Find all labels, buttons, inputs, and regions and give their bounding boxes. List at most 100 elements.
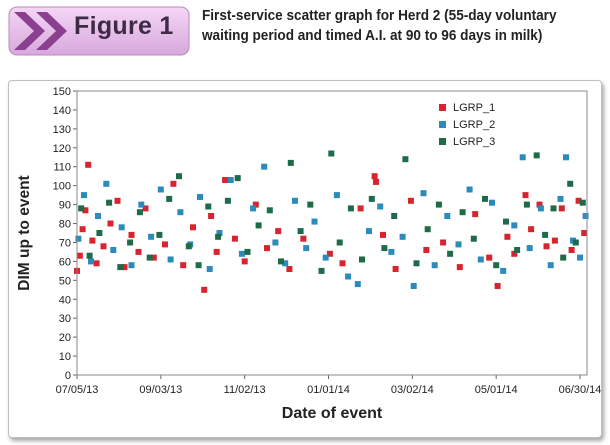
data-point-lgrp-2 [261,163,268,170]
chart-panel: 0 10 20 30 40 50 60 70 80 90 100 110 120 130 140 150 07… [8,80,602,438]
data-point-lgrp-1 [231,235,238,242]
data-point-lgrp-3 [381,245,388,252]
x-axis-title: Date of event [282,405,383,422]
y-tick-label: 20 [59,332,71,344]
data-point-lgrp-1 [551,237,558,244]
data-point-lgrp-2 [489,199,495,206]
data-point-lgrp-2 [138,201,145,208]
legend: LGRP_1 LGRP_2 LGRP_3 [429,95,521,153]
y-tick-label: 60 [59,256,71,268]
data-point-lgrp-2 [311,218,318,225]
data-point-lgrp-1 [339,260,346,267]
data-point-lgrp-3 [328,150,335,157]
y-tick-label: 50 [59,275,71,287]
data-point-lgrp-2 [354,281,361,288]
data-point-lgrp-1 [440,239,447,246]
data-point-lgrp-2 [157,186,164,193]
data-point-lgrp-2 [377,203,384,210]
legend-label: LGRP_1 [453,102,495,114]
data-point-lgrp-3 [391,213,398,219]
data-point-lgrp-3 [424,226,431,233]
y-tick-label: 120 [53,143,71,155]
data-point-lgrp-3 [86,252,93,259]
chevron-icon [14,12,45,50]
data-point-lgrp-1 [222,177,229,183]
data-point-lgrp-1 [93,260,100,267]
data-point-lgrp-1 [208,213,215,219]
data-point-lgrp-1 [121,264,128,271]
data-point-lgrp-1 [107,220,114,227]
data-point-lgrp-2 [103,180,110,187]
legend-label: LGRP_3 [453,136,495,148]
data-point-lgrp-3 [287,159,294,166]
data-point-lgrp-1 [536,201,543,208]
data-point-lgrp-1 [142,205,149,212]
data-point-lgrp-2 [177,209,184,216]
data-point-lgrp-2 [526,245,533,252]
data-point-lgrp-1 [150,254,157,261]
data-point-lgrp-1 [275,228,282,235]
y-tick-label: 70 [59,237,71,249]
data-point-lgrp-3 [205,203,212,210]
data-point-lgrp-2 [303,245,310,252]
data-point-lgrp-1 [213,248,220,255]
data-point-lgrp-3 [572,239,579,246]
data-point-lgrp-2 [577,254,583,261]
data-point-lgrp-3 [493,262,500,269]
data-point-lgrp-2 [582,213,589,219]
x-tick-label: 06/30/14 [559,384,601,396]
figure-header: Figure 1 First-service scatter graph for… [0,0,610,82]
data-point-lgrp-3 [278,258,284,265]
data-point-lgrp-3 [185,243,192,250]
data-point-lgrp-3 [447,250,454,257]
data-point-lgrp-1 [392,266,399,272]
data-point-lgrp-2 [366,228,372,235]
data-point-lgrp-1 [357,205,364,212]
data-point-lgrp-3 [503,218,509,225]
data-point-lgrp-2 [431,262,438,269]
data-point-lgrp-3 [336,239,343,246]
data-point-lgrp-2 [118,224,125,231]
data-point-lgrp-3 [244,248,251,255]
y-axis: 0 10 20 30 40 50 60 70 80 90 100 110 120 130 140 150 [53,86,77,382]
x-tick-label: 05/01/14 [475,384,518,396]
data-point-lgrp-2 [81,192,87,199]
data-point-lgrp-2 [282,260,289,267]
data-point-lgrp-1 [264,245,270,252]
data-point-lgrp-1 [85,161,92,168]
data-point-lgrp-3 [413,260,420,267]
data-point-lgrp-3 [318,267,325,274]
data-point-lgrp-3 [307,201,314,208]
y-tick-label: 90 [59,200,71,212]
data-point-lgrp-1 [135,248,142,255]
data-point-lgrp-1 [568,247,575,253]
data-point-lgrp-3 [156,231,163,238]
data-point-lgrp-3 [550,205,557,212]
data-point-lgrp-2 [197,194,203,200]
data-point-lgrp-3 [347,205,354,212]
data-point-lgrp-3 [234,175,241,182]
data-point-lgrp-3 [215,233,222,240]
data-point-lgrp-1 [522,192,529,199]
data-point-lgrp-1 [241,258,248,265]
data-point-lgrp-3 [560,254,567,261]
legend-swatch [439,104,446,111]
data-point-lgrp-1 [472,211,479,218]
data-point-lgrp-3 [567,180,574,187]
data-point-lgrp-2 [466,186,473,193]
y-tick-label: 40 [59,294,71,306]
data-point-lgrp-2 [227,177,234,183]
data-point-lgrp-1 [504,233,511,240]
data-point-lgrp-2 [250,205,257,212]
data-point-lgrp-2 [563,154,569,161]
data-point-lgrp-2 [455,241,462,248]
data-point-lgrp-1 [326,250,333,257]
data-point-lgrp-1 [423,247,430,253]
data-point-lgrp-2 [216,230,223,236]
y-tick-label: 150 [53,86,71,98]
data-point-lgrp-2 [167,256,174,263]
x-axis: 07/05/13 09/03/13 11/02/13 01/01/14 03/02/14… [56,375,601,396]
data-point-lgrp-3 [533,152,540,159]
data-point-lgrp-1 [170,180,177,187]
y-tick-label: 30 [59,313,71,325]
